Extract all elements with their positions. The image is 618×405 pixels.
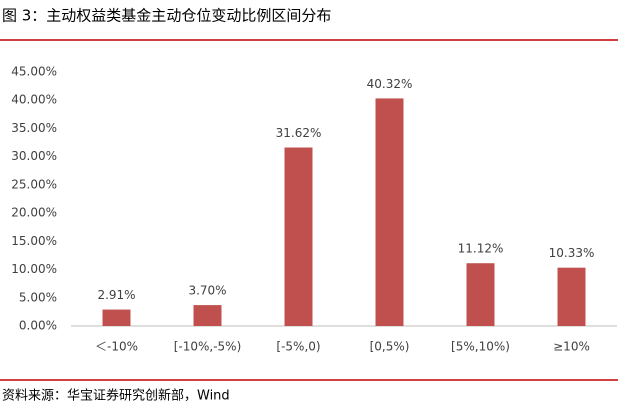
value-label: 10.33% <box>549 246 595 260</box>
x-tick-label: [5%,10%) <box>451 340 510 354</box>
bar <box>466 263 495 326</box>
value-label: 2.91% <box>97 288 135 302</box>
y-tick-label: 45.00% <box>11 65 57 79</box>
x-tick-label: [-5%,0) <box>276 340 320 354</box>
x-tick-label: [-10%,-5%) <box>174 340 242 354</box>
value-label: 3.70% <box>188 284 226 298</box>
y-tick-label: 35.00% <box>11 121 57 135</box>
y-tick-label: 15.00% <box>11 234 57 248</box>
y-tick-label: 40.00% <box>11 93 57 107</box>
value-label: 11.12% <box>458 242 504 256</box>
x-tick-label: [0,5%) <box>370 340 410 354</box>
bar <box>193 305 222 326</box>
y-tick-label: 5.00% <box>19 290 57 304</box>
y-tick-label: 0.00% <box>19 319 57 333</box>
bar <box>102 309 131 326</box>
x-tick-label: ≥10% <box>553 340 590 354</box>
chart-title: 图 3：主动权益类基金主动仓位变动比例区间分布 <box>2 7 331 25</box>
bar <box>557 267 586 326</box>
x-tick-label: ＜-10% <box>95 340 138 354</box>
value-label: 31.62% <box>276 126 322 140</box>
y-tick-label: 20.00% <box>11 206 57 220</box>
value-label: 40.32% <box>367 77 413 91</box>
source: 资料来源：华宝证券研究创新部，Wind <box>2 388 230 404</box>
bar <box>375 98 404 326</box>
bar <box>284 147 313 326</box>
y-tick-label: 30.00% <box>11 149 57 163</box>
y-tick-label: 25.00% <box>11 177 57 191</box>
y-tick-label: 10.00% <box>11 262 57 276</box>
